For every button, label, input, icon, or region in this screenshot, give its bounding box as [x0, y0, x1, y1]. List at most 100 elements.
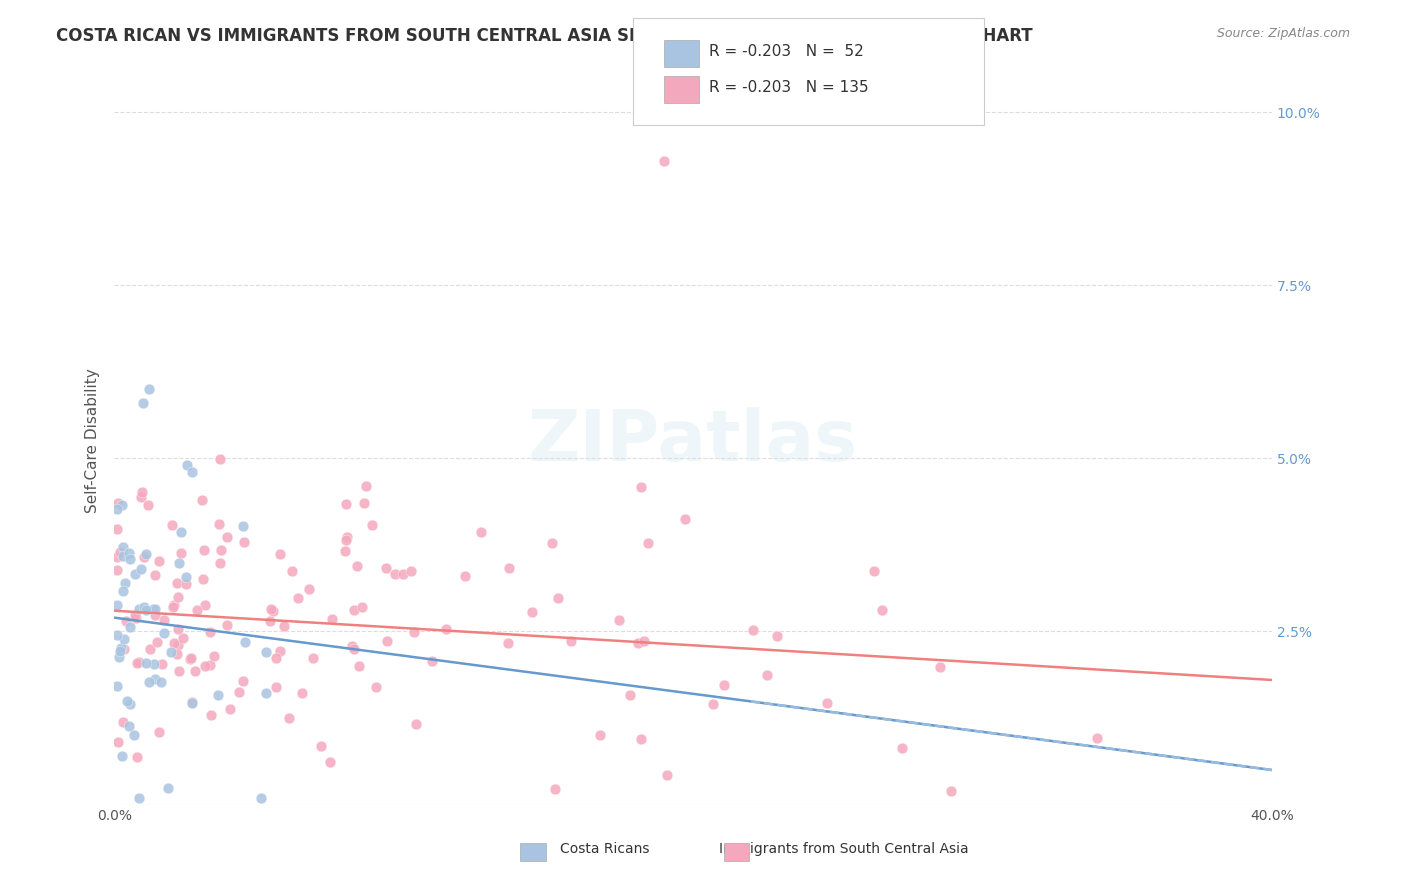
Point: [607, 613, 630, 627]
Point: [138, 382, 160, 396]
Point: [125, 611, 148, 625]
Point: [153, 613, 176, 627]
Point: [209, 543, 232, 558]
Point: [128, 655, 150, 669]
Point: [291, 686, 314, 700]
Point: [756, 668, 779, 682]
Point: [929, 659, 952, 673]
Point: [652, 153, 675, 168]
Point: [302, 650, 325, 665]
Point: [273, 619, 295, 633]
Point: [343, 641, 366, 656]
Point: [202, 648, 225, 663]
Point: [366, 680, 388, 694]
Point: [630, 479, 652, 493]
Point: [111, 715, 134, 730]
Point: [163, 598, 186, 612]
Text: R = -0.203   N =  52: R = -0.203 N = 52: [709, 45, 863, 59]
Point: [384, 567, 406, 582]
Point: [420, 654, 443, 668]
Point: [180, 695, 202, 709]
Point: [181, 465, 204, 479]
Point: [673, 512, 696, 526]
Point: [174, 570, 197, 584]
Point: [498, 561, 520, 575]
Point: [347, 659, 370, 673]
Point: [375, 561, 398, 575]
Point: [335, 497, 357, 511]
Point: [870, 603, 893, 617]
Point: [174, 576, 197, 591]
Point: [209, 451, 232, 466]
Point: [135, 547, 157, 561]
Point: [233, 635, 256, 649]
Point: [637, 535, 659, 549]
Point: [120, 551, 142, 566]
Point: [131, 484, 153, 499]
Point: [198, 658, 221, 673]
Point: [259, 615, 281, 629]
Point: [111, 541, 134, 555]
Point: [167, 557, 190, 571]
Point: [107, 735, 129, 749]
Text: Source: ZipAtlas.com: Source: ZipAtlas.com: [1216, 27, 1350, 40]
Point: [815, 696, 838, 710]
Point: [170, 546, 193, 560]
Text: COSTA RICAN VS IMMIGRANTS FROM SOUTH CENTRAL ASIA SELF-CARE DISABILITY CORRELATI: COSTA RICAN VS IMMIGRANTS FROM SOUTH CEN…: [56, 27, 1033, 45]
Point: [863, 564, 886, 578]
Point: [125, 656, 148, 670]
Point: [107, 650, 129, 665]
Point: [166, 576, 188, 591]
Point: [129, 490, 152, 504]
Point: [405, 716, 427, 731]
Point: [343, 603, 366, 617]
Point: [264, 650, 287, 665]
Point: [262, 604, 284, 618]
Point: [200, 708, 222, 723]
Point: [352, 600, 374, 615]
Point: [520, 605, 543, 619]
Point: [232, 674, 254, 689]
Point: [336, 530, 359, 544]
Point: [115, 614, 138, 628]
Point: [547, 591, 569, 605]
Point: [453, 568, 475, 582]
Point: [340, 639, 363, 653]
Point: [148, 554, 170, 568]
Point: [319, 755, 342, 769]
Point: [172, 631, 194, 645]
Point: [633, 633, 655, 648]
Point: [107, 496, 129, 510]
Point: [356, 479, 378, 493]
Point: [375, 634, 398, 648]
Point: [111, 549, 134, 563]
Point: [346, 559, 368, 574]
Point: [766, 629, 789, 643]
Point: [170, 524, 193, 539]
Point: [209, 556, 232, 570]
Point: [132, 600, 155, 615]
Y-axis label: Self-Care Disability: Self-Care Disability: [86, 368, 100, 514]
Point: [260, 602, 283, 616]
Point: [108, 644, 131, 658]
Point: [657, 767, 679, 781]
Point: [254, 685, 277, 699]
Point: [112, 583, 135, 598]
Point: [110, 641, 132, 656]
Point: [143, 608, 166, 623]
Point: [143, 568, 166, 582]
Point: [198, 625, 221, 640]
Point: [132, 396, 155, 410]
Point: [191, 572, 214, 586]
Point: [132, 549, 155, 564]
Point: [281, 564, 304, 578]
Text: R = -0.203   N = 135: R = -0.203 N = 135: [709, 80, 869, 95]
Point: [111, 498, 134, 512]
Point: [143, 602, 166, 616]
Point: [627, 635, 650, 649]
Point: [560, 634, 582, 648]
Point: [153, 626, 176, 640]
Point: [333, 544, 356, 558]
Point: [191, 493, 214, 508]
Point: [180, 696, 202, 710]
